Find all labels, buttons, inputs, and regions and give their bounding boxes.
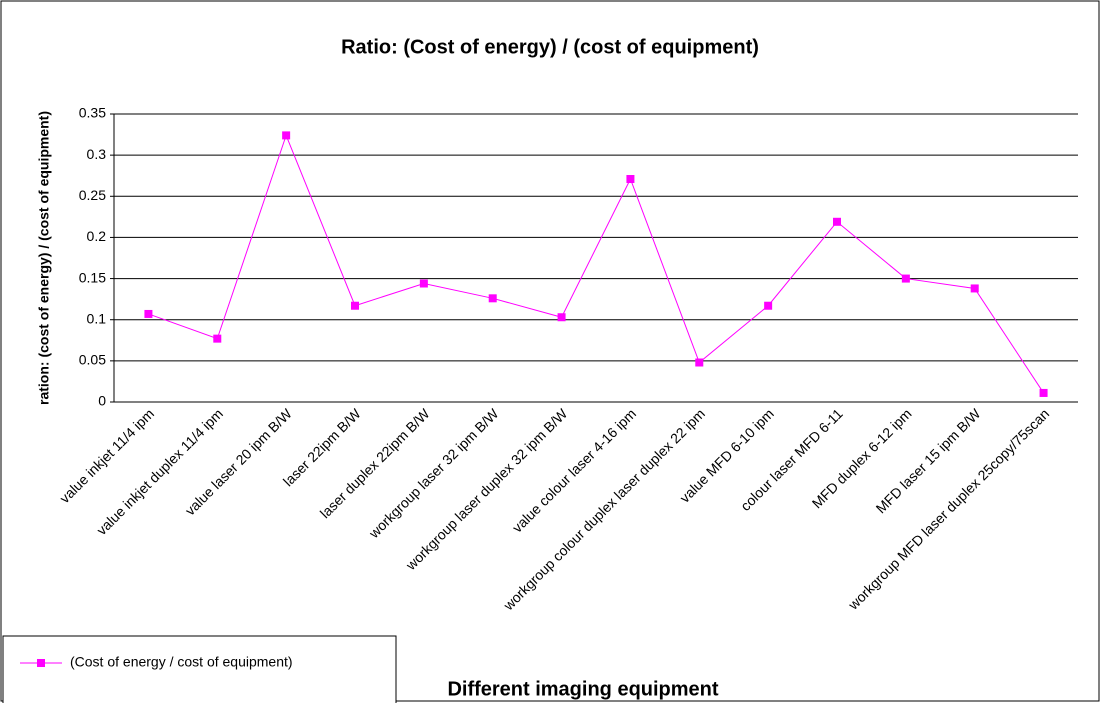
- legend-label: (Cost of energy / cost of equipment): [70, 654, 293, 670]
- data-point: [144, 309, 153, 318]
- data-point: [351, 301, 359, 310]
- data-point: [901, 274, 910, 283]
- y-tick-label: 0.15: [79, 269, 106, 285]
- y-tick-label: 0.2: [87, 228, 107, 244]
- data-point: [764, 301, 773, 310]
- data-point: [282, 131, 291, 140]
- y-tick-label: 0.05: [79, 352, 106, 368]
- data-point: [213, 334, 222, 343]
- legend-box: [2, 635, 397, 703]
- data-point: [488, 294, 497, 303]
- y-tick-label: 0.1: [87, 310, 107, 326]
- y-tick-label: 0.25: [79, 187, 106, 203]
- data-point: [1039, 388, 1048, 397]
- y-axis-title: ration: (cost of energy) / (cost of equi…: [36, 111, 52, 405]
- data-point: [833, 217, 841, 226]
- y-tick-label: 0.35: [79, 105, 106, 121]
- y-tick-label: 0.3: [87, 146, 107, 162]
- data-point: [557, 313, 566, 322]
- y-tick-label: 0: [98, 393, 106, 409]
- x-axis-title: Different imaging equipment: [447, 678, 718, 700]
- chart-title: Ratio: (Cost of energy) / (cost of equip…: [341, 36, 759, 58]
- data-point: [695, 358, 704, 367]
- data-point: [970, 284, 979, 293]
- data-point: [419, 279, 428, 288]
- series-line: [148, 133, 1044, 394]
- legend-marker: [37, 659, 45, 667]
- data-point: [626, 175, 635, 184]
